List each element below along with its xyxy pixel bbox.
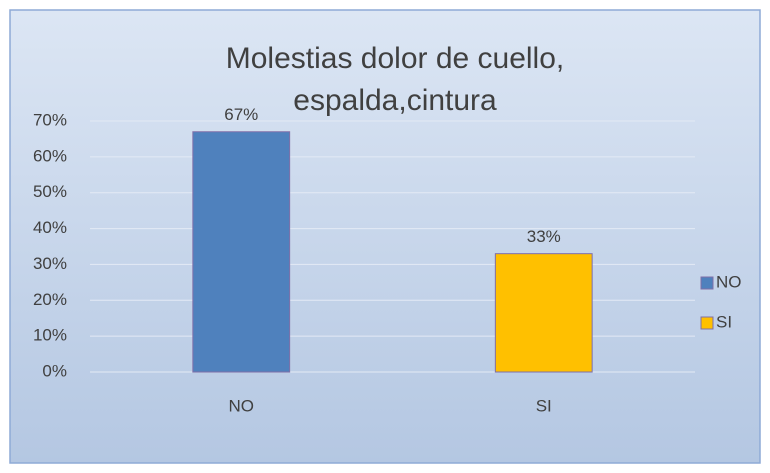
bar: [494, 253, 593, 373]
y-tick-label: 70%: [33, 110, 67, 129]
legend-label: NO: [716, 272, 742, 291]
bar: [192, 131, 291, 373]
y-tick-label: 0%: [42, 361, 67, 380]
data-label: 33%: [527, 227, 561, 246]
legend-label: SI: [716, 312, 732, 331]
y-tick-label: 60%: [33, 146, 67, 165]
y-tick-label: 20%: [33, 290, 67, 309]
chart-title: Molestias dolor de cuello, espalda,cintu…: [225, 42, 565, 117]
y-tick-label: 10%: [33, 326, 67, 345]
y-tick-label: 50%: [33, 182, 67, 201]
x-tick-label: SI: [536, 396, 552, 415]
y-tick-label: 40%: [33, 218, 67, 237]
data-label: 67%: [224, 105, 258, 124]
x-tick-label: NO: [229, 396, 255, 415]
legend-swatch: [700, 276, 714, 290]
chart-background: [9, 9, 761, 464]
y-tick-label: 30%: [33, 254, 67, 273]
legend-swatch: [700, 316, 714, 330]
